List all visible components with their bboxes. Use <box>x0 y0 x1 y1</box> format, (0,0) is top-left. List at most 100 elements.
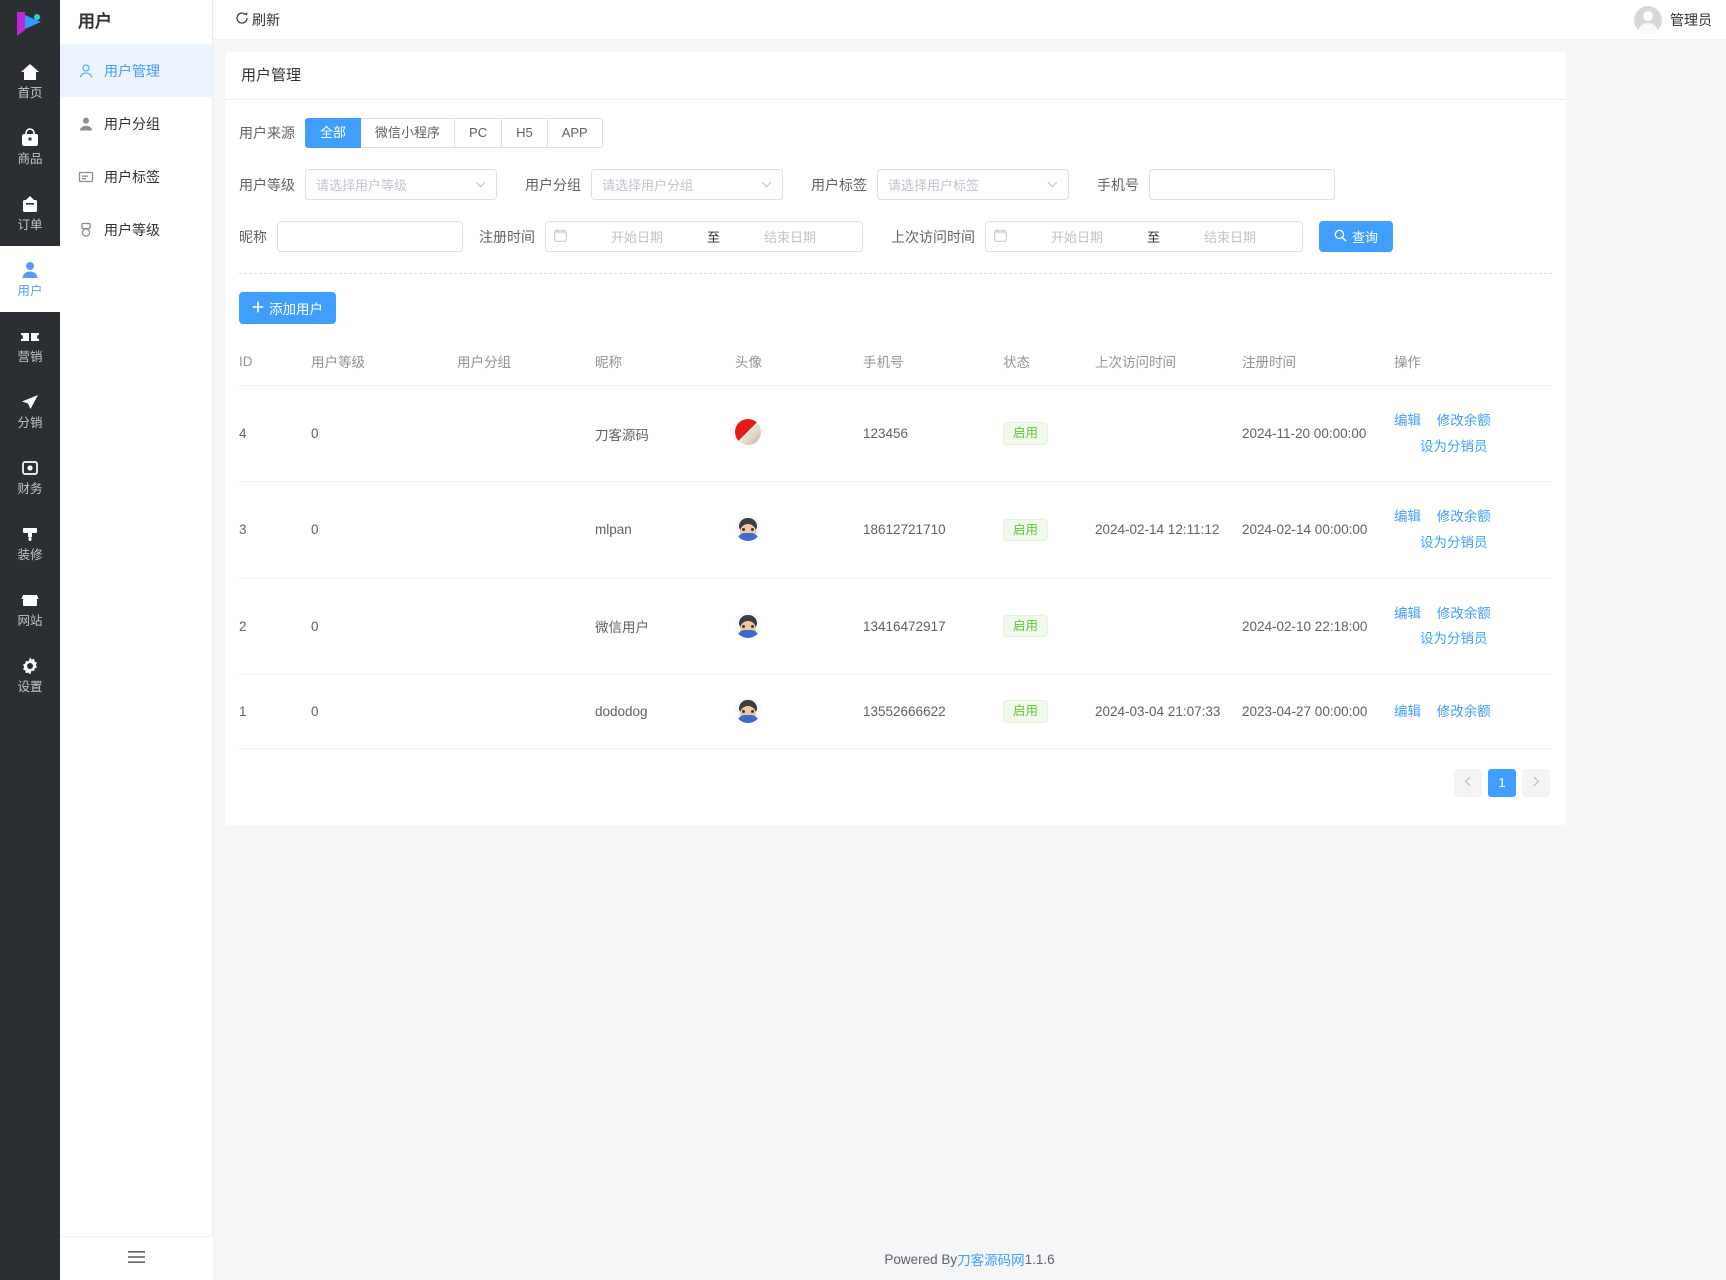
rail-item-decoration[interactable]: 装修 <box>0 510 60 576</box>
cell-group <box>457 578 595 675</box>
set-as-distributor-link[interactable]: 设为分销员 <box>1420 534 1488 550</box>
rail-item-settings[interactable]: 设置 <box>0 642 60 708</box>
source-option-wechat-mini[interactable]: 微信小程序 <box>361 118 456 148</box>
cell-phone: 18612721710 <box>863 481 1003 579</box>
table-row[interactable]: 3 0 mlpan 18612721710 启用 2024-02-14 12:1… <box>239 481 1552 579</box>
rail-label: 设置 <box>17 680 43 695</box>
last-visit-end-date: 结束日期 <box>1204 230 1257 245</box>
col-header-level: 用户等级 <box>311 341 457 386</box>
edit-link[interactable]: 编辑 <box>1394 605 1421 621</box>
admin-user-chip[interactable]: 管理员 <box>1634 5 1712 34</box>
cell-last-visit <box>1095 578 1242 675</box>
nickname-label: 昵称 <box>239 228 267 245</box>
phone-input[interactable] <box>1149 169 1335 200</box>
footer-link[interactable]: 刀客源码网 <box>957 1253 1025 1268</box>
edit-link[interactable]: 编辑 <box>1394 413 1421 428</box>
user-avatar <box>735 419 761 446</box>
calendar-icon <box>554 228 567 245</box>
modify-balance-link[interactable]: 修改余额 <box>1436 509 1491 525</box>
add-user-button[interactable]: 添加用户 <box>239 292 336 324</box>
sidebar-item-user-level[interactable]: 用户等级 <box>60 203 212 256</box>
rail-item-home[interactable]: 首页 <box>0 48 60 114</box>
table-row[interactable]: 2 0 微信用户 13416472917 启用 2024-02-10 22:18… <box>239 578 1552 675</box>
pagination-page-1[interactable]: 1 <box>1488 768 1516 797</box>
sidebar-item-user-group[interactable]: 用户分组 <box>60 97 212 150</box>
refresh-button[interactable]: 刷新 <box>235 10 280 30</box>
sidebar-collapse-button[interactable] <box>60 1236 213 1280</box>
footer-prefix: Powered By <box>884 1251 958 1267</box>
operation-links: 编辑 修改余额 设为分销员 <box>1394 601 1552 652</box>
cell-id: 2 <box>239 578 311 675</box>
col-header-nickname: 昵称 <box>595 341 735 386</box>
divider <box>239 273 1552 274</box>
group-select[interactable]: 请选择用户分组 <box>591 169 783 200</box>
cell-phone: 123456 <box>863 385 1003 483</box>
source-option-all[interactable]: 全部 <box>305 118 362 148</box>
modify-balance-link[interactable]: 修改余额 <box>1436 413 1491 428</box>
sidebar-item-user-tag[interactable]: 用户标签 <box>60 150 212 203</box>
medal-icon <box>78 222 94 238</box>
col-header-avatar: 头像 <box>735 341 863 386</box>
edit-link[interactable]: 编辑 <box>1394 509 1421 525</box>
cell-status: 启用 <box>1003 385 1095 483</box>
table-row[interactable]: 4 0 刀客源码 123456 启用 2024-11-20 00:00:00 <box>239 385 1552 483</box>
modify-balance-link[interactable]: 修改余额 <box>1436 605 1491 621</box>
rail-item-marketing[interactable]: 营销 <box>0 312 60 378</box>
register-time-range-picker[interactable]: 开始日期 至 结束日期 <box>545 221 863 252</box>
operation-links-row2: 设为分销员 <box>1394 434 1552 460</box>
operation-links: 编辑 修改余额 设为分销员 <box>1394 408 1552 459</box>
cell-level: 0 <box>311 674 457 749</box>
rail-item-website[interactable]: 网站 <box>0 576 60 642</box>
modify-balance-link[interactable]: 修改余额 <box>1436 703 1491 719</box>
rail-label: 分销 <box>17 416 43 431</box>
rail-label: 订单 <box>17 218 43 233</box>
table-row[interactable]: 1 0 dododog 13552666622 启用 2024-03-04 21… <box>239 674 1552 749</box>
rail-item-order[interactable]: 订单 <box>0 180 60 246</box>
date-range-separator: 至 <box>707 230 721 245</box>
cell-avatar <box>735 578 863 675</box>
group-select-placeholder: 请选择用户分组 <box>602 178 694 193</box>
cell-operations: 编辑 修改余额 设为分销员 <box>1394 481 1552 579</box>
rail-label: 财务 <box>17 482 43 497</box>
set-as-distributor-link[interactable]: 设为分销员 <box>1420 438 1488 454</box>
search-icon <box>1334 229 1347 245</box>
source-option-pc[interactable]: PC <box>455 118 503 148</box>
nickname-input[interactable] <box>277 221 463 252</box>
query-button[interactable]: 查询 <box>1319 221 1394 252</box>
card-body: 用户来源 全部 微信小程序 PC H5 APP 用户等级 请选 <box>225 100 1566 825</box>
date-range-separator: 至 <box>1147 230 1161 245</box>
top-header: 刷新 管理员 <box>213 0 1726 40</box>
source-label: 用户来源 <box>239 125 295 141</box>
cell-phone: 13552666622 <box>863 674 1003 749</box>
pagination-prev-button[interactable] <box>1454 768 1482 797</box>
cell-id: 3 <box>239 481 311 579</box>
chevron-left-icon <box>1464 776 1472 790</box>
order-icon <box>20 194 40 214</box>
rail-item-user[interactable]: 用户 <box>0 246 60 312</box>
level-select-placeholder: 请选择用户等级 <box>316 178 408 193</box>
user-management-card: 用户管理 用户来源 全部 微信小程序 PC H5 APP <box>225 52 1566 825</box>
rail-item-distribution[interactable]: 分销 <box>0 378 60 444</box>
operation-links: 编辑 修改余额 设为分销员 <box>1394 504 1552 555</box>
tag-select[interactable]: 请选择用户标签 <box>877 169 1069 200</box>
source-option-app[interactable]: APP <box>547 118 603 148</box>
pagination-next-button[interactable] <box>1522 768 1550 797</box>
rail-item-finance[interactable]: 财务 <box>0 444 60 510</box>
status-badge: 启用 <box>1003 518 1049 542</box>
last-visit-time-range-picker[interactable]: 开始日期 至 结束日期 <box>985 221 1303 252</box>
cell-last-visit: 2024-03-04 21:07:33 <box>1095 674 1242 749</box>
source-option-h5[interactable]: H5 <box>502 118 548 148</box>
calendar-icon <box>994 228 1007 245</box>
rail-item-goods[interactable]: 商品 <box>0 114 60 180</box>
level-select[interactable]: 请选择用户等级 <box>305 169 497 200</box>
register-end-date: 结束日期 <box>764 230 817 245</box>
set-as-distributor-link[interactable]: 设为分销员 <box>1420 631 1488 647</box>
sidebar-item-user-manage[interactable]: 用户管理 <box>60 44 212 97</box>
brand-logo-icon[interactable] <box>0 0 60 48</box>
refresh-label: 刷新 <box>252 11 280 28</box>
edit-link[interactable]: 编辑 <box>1394 703 1421 719</box>
secondary-sidebar: 用户 用户管理 用户分组 用户标签 用户等级 <box>60 0 213 1280</box>
content-area: 用户管理 用户来源 全部 微信小程序 PC H5 APP <box>213 40 1726 1280</box>
chevron-down-icon <box>475 179 486 191</box>
refresh-icon <box>235 11 249 28</box>
